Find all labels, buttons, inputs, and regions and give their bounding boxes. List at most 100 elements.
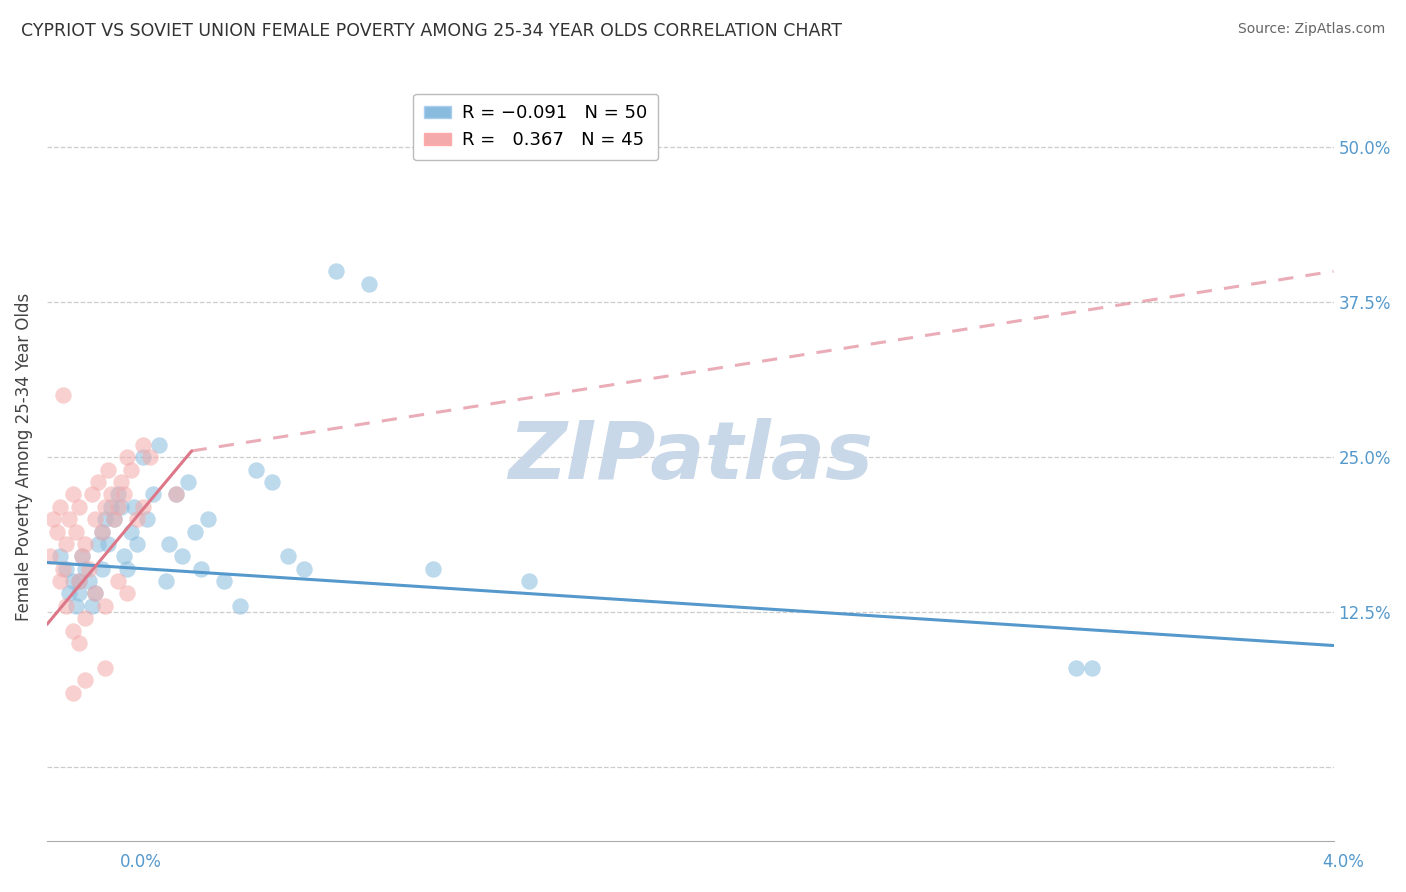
- Point: [90, 524, 112, 539]
- Point: [100, 500, 122, 514]
- Point: [75, 537, 97, 551]
- Point: [58, 512, 80, 526]
- Point: [84, 586, 107, 600]
- Point: [52, 388, 75, 402]
- Point: [75, 611, 97, 625]
- Point: [65, 524, 87, 539]
- Point: [107, 574, 129, 588]
- Point: [245, 462, 267, 476]
- Point: [117, 450, 139, 465]
- Point: [97, 462, 120, 476]
- Point: [55, 537, 77, 551]
- Point: [87, 475, 110, 489]
- Point: [212, 574, 235, 588]
- Point: [177, 475, 200, 489]
- Point: [277, 549, 299, 564]
- Point: [125, 537, 148, 551]
- Point: [325, 264, 347, 278]
- Point: [184, 524, 207, 539]
- Point: [84, 586, 107, 600]
- Point: [190, 562, 212, 576]
- Point: [77, 574, 100, 588]
- Point: [197, 512, 219, 526]
- Point: [67, 636, 90, 650]
- Point: [45, 524, 67, 539]
- Text: 4.0%: 4.0%: [1322, 853, 1364, 871]
- Point: [52, 562, 75, 576]
- Point: [229, 599, 252, 613]
- Point: [132, 500, 155, 514]
- Point: [62, 487, 84, 501]
- Point: [49, 574, 72, 588]
- Point: [103, 512, 125, 526]
- Point: [132, 438, 155, 452]
- Point: [49, 500, 72, 514]
- Point: [67, 586, 90, 600]
- Point: [55, 562, 77, 576]
- Point: [94, 599, 117, 613]
- Point: [112, 549, 135, 564]
- Point: [94, 661, 117, 675]
- Point: [80, 487, 103, 501]
- Point: [1081, 661, 1104, 675]
- Text: ZIPatlas: ZIPatlas: [508, 418, 873, 496]
- Point: [100, 487, 122, 501]
- Point: [103, 512, 125, 526]
- Point: [87, 537, 110, 551]
- Point: [117, 586, 139, 600]
- Point: [75, 673, 97, 688]
- Point: [122, 500, 145, 514]
- Point: [110, 500, 132, 514]
- Point: [72, 549, 94, 564]
- Point: [39, 549, 62, 564]
- Point: [132, 450, 155, 465]
- Point: [84, 512, 107, 526]
- Point: [139, 450, 162, 465]
- Point: [165, 487, 187, 501]
- Y-axis label: Female Poverty Among 25-34 Year Olds: Female Poverty Among 25-34 Year Olds: [15, 293, 32, 621]
- Point: [94, 512, 117, 526]
- Point: [107, 487, 129, 501]
- Point: [49, 549, 72, 564]
- Text: 0.0%: 0.0%: [120, 853, 162, 871]
- Legend: R = −0.091   N = 50, R =   0.367   N = 45: R = −0.091 N = 50, R = 0.367 N = 45: [413, 94, 658, 161]
- Point: [58, 586, 80, 600]
- Point: [62, 685, 84, 699]
- Point: [75, 562, 97, 576]
- Point: [67, 574, 90, 588]
- Point: [135, 512, 157, 526]
- Point: [117, 562, 139, 576]
- Point: [142, 487, 165, 501]
- Point: [67, 500, 90, 514]
- Point: [77, 562, 100, 576]
- Point: [62, 624, 84, 638]
- Point: [148, 438, 170, 452]
- Point: [94, 500, 117, 514]
- Point: [157, 537, 180, 551]
- Point: [125, 512, 148, 526]
- Point: [97, 537, 120, 551]
- Point: [62, 574, 84, 588]
- Point: [170, 549, 193, 564]
- Point: [1064, 661, 1087, 675]
- Point: [112, 487, 135, 501]
- Point: [120, 524, 142, 539]
- Point: [90, 562, 112, 576]
- Point: [65, 599, 87, 613]
- Point: [55, 599, 77, 613]
- Point: [260, 475, 283, 489]
- Point: [42, 512, 65, 526]
- Text: Source: ZipAtlas.com: Source: ZipAtlas.com: [1237, 22, 1385, 37]
- Point: [90, 524, 112, 539]
- Point: [422, 562, 444, 576]
- Point: [107, 500, 129, 514]
- Point: [519, 574, 541, 588]
- Point: [155, 574, 177, 588]
- Point: [165, 487, 187, 501]
- Point: [120, 462, 142, 476]
- Point: [357, 277, 380, 291]
- Point: [292, 562, 315, 576]
- Point: [110, 475, 132, 489]
- Point: [67, 574, 90, 588]
- Text: CYPRIOT VS SOVIET UNION FEMALE POVERTY AMONG 25-34 YEAR OLDS CORRELATION CHART: CYPRIOT VS SOVIET UNION FEMALE POVERTY A…: [21, 22, 842, 40]
